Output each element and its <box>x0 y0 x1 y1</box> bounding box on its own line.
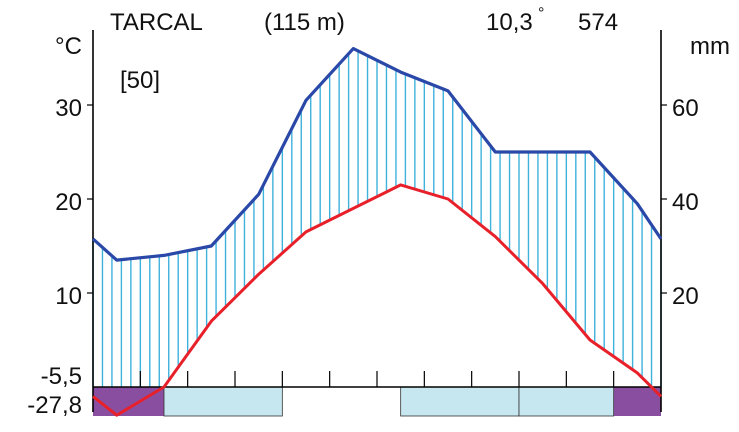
left-tick-label-10: 10 <box>55 283 82 310</box>
annual-precipitation: 574 <box>578 9 618 36</box>
frost-probable-bar <box>163 386 283 417</box>
observation-years: [50] <box>120 67 160 94</box>
frost-sure-bar <box>613 387 661 416</box>
left-unit-label: °C <box>55 33 82 60</box>
mean-min-coldest-label: -5,5 <box>41 363 82 390</box>
left-tick-marks <box>87 104 93 294</box>
humid-hatch-layer <box>92 50 662 387</box>
right-tick-label-40: 40 <box>672 189 699 216</box>
right-tick-marks <box>661 104 667 294</box>
precipitation-line <box>91 47 663 262</box>
station-name: TARCAL <box>110 9 203 36</box>
frost-bars <box>93 386 661 417</box>
right-tick-label-60: 60 <box>672 95 699 122</box>
mean-annual-temperature: 10,3 <box>486 9 533 36</box>
temperature-line <box>92 183 663 417</box>
degree-mark: ° <box>538 5 544 22</box>
left-tick-label-20: 20 <box>55 189 82 216</box>
frost-sure-bar <box>93 387 164 416</box>
right-tick-label-20: 20 <box>672 283 699 310</box>
month-ticks <box>139 371 615 387</box>
frost-probable-bar <box>400 386 520 417</box>
station-elevation: (115 m) <box>264 9 345 36</box>
absolute-min-label: -27,8 <box>27 392 82 419</box>
left-tick-label-30: 30 <box>55 95 82 122</box>
right-unit-label: mm <box>690 33 730 60</box>
frost-probable-bar <box>518 386 615 417</box>
